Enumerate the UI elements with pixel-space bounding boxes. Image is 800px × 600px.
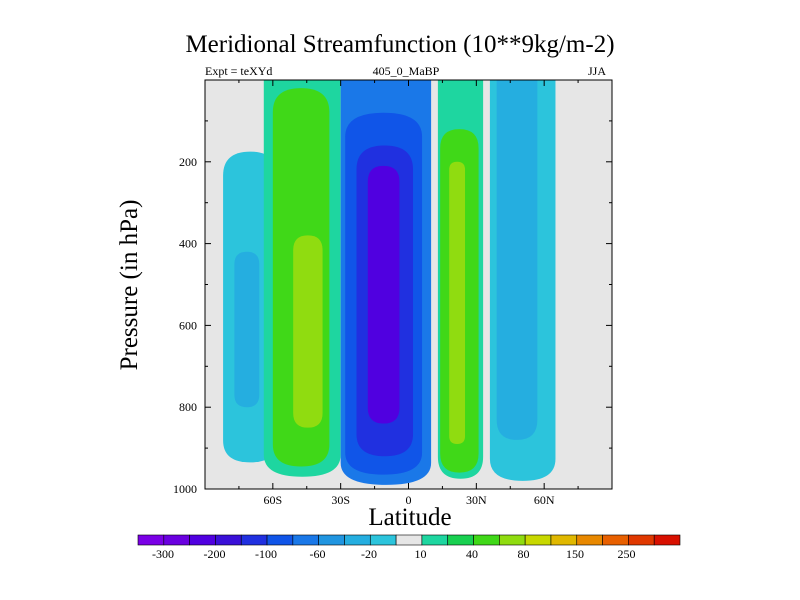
colorbar-box bbox=[524, 534, 552, 546]
x-tick-label: 30N bbox=[466, 493, 487, 507]
contour-region-3-level-2 bbox=[449, 161, 466, 445]
colorbar-box bbox=[550, 534, 578, 546]
colorbar-box bbox=[421, 534, 449, 546]
colorbar-label: -60 bbox=[310, 547, 326, 561]
contour-region-1-level-2 bbox=[293, 235, 323, 428]
colorbar-label: -300 bbox=[152, 547, 174, 561]
colorbar-box bbox=[163, 534, 190, 546]
y-tick-label: 1000 bbox=[173, 482, 197, 496]
experiment-label: Expt = teXYd bbox=[205, 64, 273, 78]
colorbar-box bbox=[395, 534, 423, 546]
colorbar-box bbox=[473, 534, 500, 546]
colorbar-box bbox=[189, 534, 216, 546]
colorbar-box bbox=[344, 534, 371, 546]
contour-region-2-level-3 bbox=[367, 165, 400, 424]
colorbar-label: 40 bbox=[466, 547, 478, 561]
contour-fills bbox=[223, 80, 556, 485]
colorbar-box bbox=[137, 534, 165, 546]
colorbar-box bbox=[447, 534, 474, 546]
y-tick-label: 600 bbox=[179, 318, 197, 332]
chart-title: Meridional Streamfunction (10**9kg/m-2) bbox=[185, 31, 615, 58]
colorbar-box bbox=[215, 534, 242, 546]
season-label: JJA bbox=[588, 64, 607, 78]
x-tick-label: 0 bbox=[406, 493, 412, 507]
colorbar-box bbox=[653, 534, 681, 546]
colorbar-box bbox=[266, 534, 294, 546]
x-axis-label: Latitude bbox=[368, 504, 452, 531]
x-tick-label: 30S bbox=[331, 493, 350, 507]
colorbar-label: 250 bbox=[618, 547, 636, 561]
y-tick-label: 800 bbox=[179, 400, 197, 414]
x-tick-label: 60N bbox=[534, 493, 555, 507]
contour-region-4-level-1 bbox=[496, 80, 538, 440]
colorbar-label: -20 bbox=[361, 547, 377, 561]
colorbar-box bbox=[369, 534, 397, 546]
contour-region-0-level-1 bbox=[234, 251, 260, 408]
colorbar-label: -200 bbox=[204, 547, 226, 561]
colorbar-box bbox=[318, 534, 345, 546]
colorbar-box bbox=[628, 534, 655, 546]
colorbar-box bbox=[602, 534, 629, 546]
colorbar-label: -100 bbox=[255, 547, 277, 561]
x-tick-label: 60S bbox=[263, 493, 282, 507]
colorbar-box bbox=[292, 534, 319, 546]
center-label: 405_0_MaBP bbox=[372, 64, 440, 78]
colorbar-label: 150 bbox=[566, 547, 584, 561]
colorbar-box bbox=[240, 534, 268, 546]
colorbar-box bbox=[576, 534, 603, 546]
colorbar-label: 10 bbox=[415, 547, 427, 561]
y-tick-label: 400 bbox=[179, 237, 197, 251]
colorbar-box bbox=[499, 534, 526, 546]
colorbar-label: 80 bbox=[518, 547, 530, 561]
y-tick-label: 200 bbox=[179, 155, 197, 169]
